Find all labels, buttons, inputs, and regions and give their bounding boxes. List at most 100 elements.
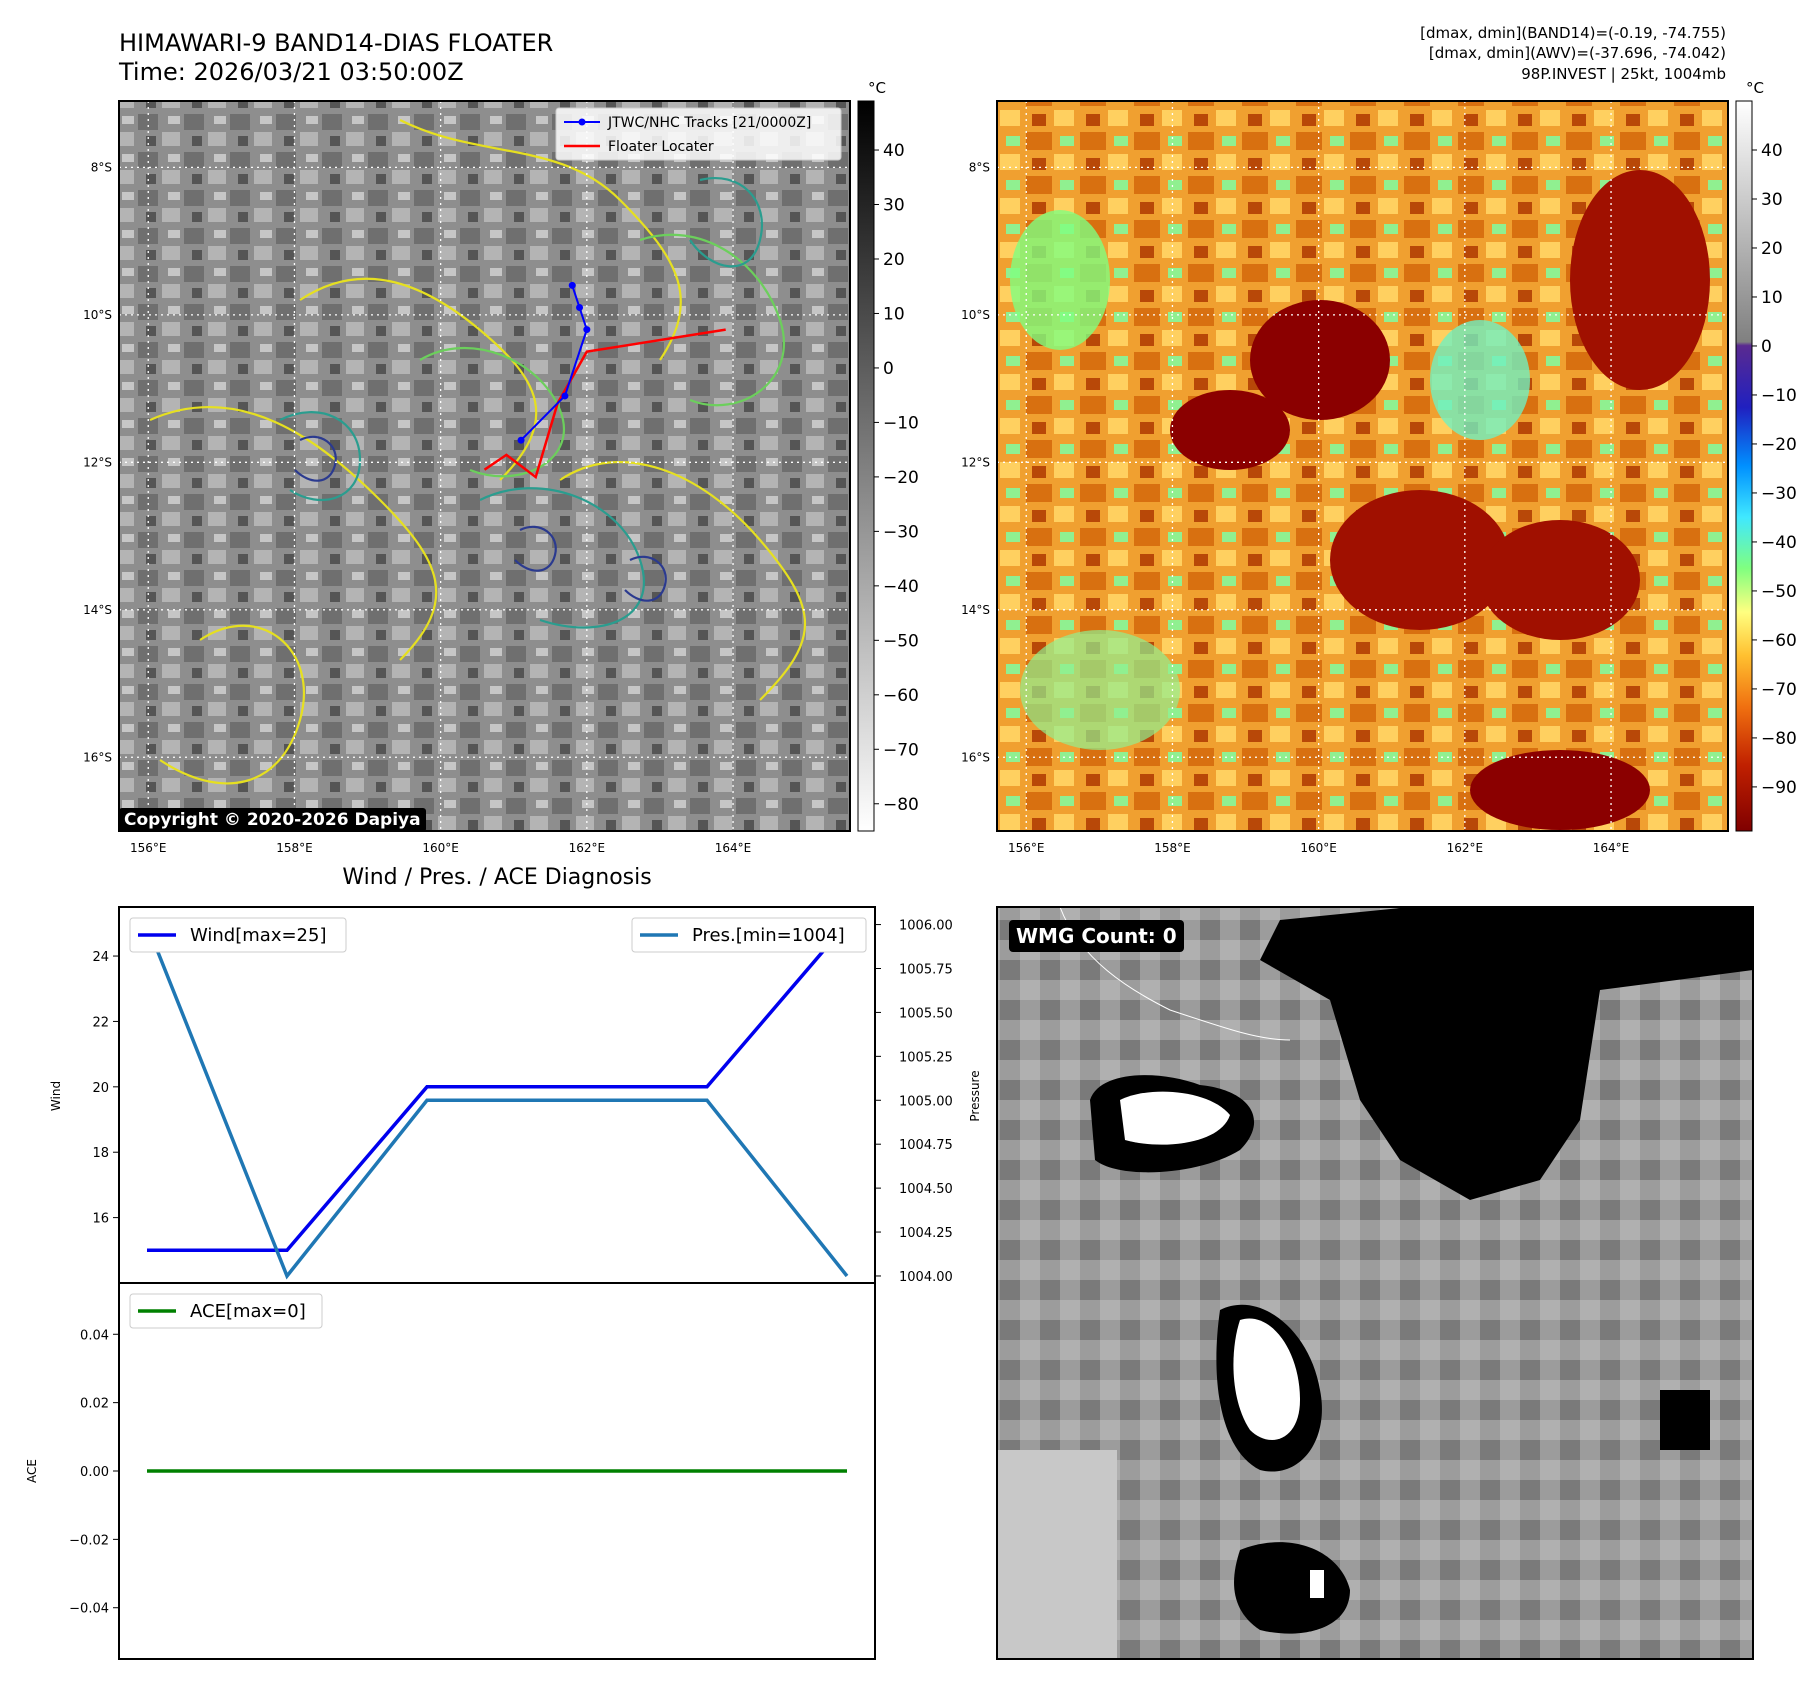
colorbar-tick-label: −10 <box>1761 386 1797 406</box>
lon-label: 156°E <box>1008 841 1045 855</box>
lon-label: 162°E <box>1447 841 1484 855</box>
colorbar-tick-label: 30 <box>1761 190 1783 210</box>
wind-axis-tick-label: 24 <box>92 950 109 965</box>
jtwc-track-point <box>583 326 591 334</box>
jtwc-track-points <box>517 281 591 444</box>
band14-legend: JTWC/NHC Tracks [21/0000Z] Floater Locat… <box>555 107 842 161</box>
colorbar-tick-label: 0 <box>883 359 894 379</box>
lat-label: 16°S <box>83 750 112 764</box>
lon-label: 164°E <box>1593 841 1630 855</box>
lat-label: 8°S <box>91 160 112 174</box>
wind-series-line <box>147 922 849 1253</box>
band14-frame <box>118 100 851 832</box>
wmg-dark-region <box>1260 907 1753 1200</box>
jtwc-track-point <box>561 392 569 400</box>
colorbar-tick-label: −70 <box>1761 680 1797 700</box>
lon-label: 164°E <box>715 841 752 855</box>
awv-lon-labels: 156°E 158°E 160°E 162°E 164°E <box>1008 841 1629 855</box>
colorbar-tick-label: −80 <box>883 795 919 815</box>
band14-colorbar: °C 40 30 20 10 0 −10 −20 −30 −40 −50 −60 −70 −80 <box>857 79 919 832</box>
wind-pres-panel: Wind Pressure 24 22 20 18 16 1006.00 1005.75 1… <box>49 906 982 1285</box>
colorbar-tick-label: 10 <box>1761 288 1783 308</box>
band14-lat-labels: 8°S 10°S 12°S 14°S 16°S <box>83 160 112 764</box>
awv-colorbar-unit: °C <box>1746 79 1764 97</box>
colorbar-tick-label: −40 <box>1761 533 1797 553</box>
pressure-axis-tick-label: 1004.00 <box>899 1270 953 1285</box>
colorbar-tick-label: −10 <box>883 413 919 433</box>
colorbar-tick-label: −50 <box>1761 582 1797 602</box>
wind-axis-tick-label: 22 <box>92 1015 109 1030</box>
ace-legend-label: ACE[max=0] <box>190 1301 306 1322</box>
pressure-axis-tick-label: 1005.50 <box>899 1006 953 1021</box>
ace-axis-tick-label: 0.02 <box>80 1397 109 1412</box>
ace-ylabel: ACE <box>25 1459 39 1483</box>
pressure-axis-tick-label: 1004.50 <box>899 1182 953 1197</box>
wind-legend-label: Wind[max=25] <box>190 925 327 946</box>
legend-floater-label: Floater Locater <box>608 139 714 155</box>
colorbar-tick-label: −70 <box>883 740 919 760</box>
wind-axis-tick-label: 16 <box>92 1212 109 1227</box>
colorbar-tick-label: −20 <box>1761 435 1797 455</box>
wind-axis-tick-label: 18 <box>92 1146 109 1161</box>
pressure-axis-tick-label: 1004.75 <box>899 1138 953 1153</box>
info-band14: [dmax, dmin](BAND14)=(-0.19, -74.755) <box>1420 24 1726 42</box>
pressure-ylabel: Pressure <box>968 1070 982 1121</box>
pressure-axis-tick-label: 1005.00 <box>899 1094 953 1109</box>
lon-label: 158°E <box>276 841 313 855</box>
colorbar-tick-label: −90 <box>1761 778 1797 798</box>
lon-label: 160°E <box>1300 841 1337 855</box>
lon-label: 156°E <box>130 841 167 855</box>
info-awv: [dmax, dmin](AWV)=(-37.696, -74.042) <box>1429 44 1726 62</box>
band14-colorbar-unit: °C <box>868 79 886 97</box>
colorbar-tick-label: −80 <box>1761 729 1797 749</box>
jtwc-track-point <box>568 281 576 289</box>
lat-label: 12°S <box>961 455 990 469</box>
legend-jtwc-label: JTWC/NHC Tracks [21/0000Z] <box>607 115 811 131</box>
info-storm: 98P.INVEST | 25kt, 1004mb <box>1521 65 1726 83</box>
lat-label: 16°S <box>961 750 990 764</box>
pressure-legend: Pres.[min=1004] <box>631 917 867 953</box>
lon-label: 158°E <box>1154 841 1191 855</box>
pressure-axis-tick-label: 1005.75 <box>899 962 953 977</box>
awv-map-panel: 8°S 10°S 12°S 14°S 16°S 156°E 158°E 160°… <box>961 100 1729 855</box>
colorbar-tick-label: −60 <box>1761 631 1797 651</box>
ace-axis-tick-label: −0.02 <box>69 1533 109 1548</box>
wind-ylabel: Wind <box>49 1081 63 1111</box>
lon-label: 162°E <box>569 841 606 855</box>
colorbar-tick-label: 0 <box>1761 337 1772 357</box>
pressure-axis-tick-label: 1005.25 <box>899 1050 953 1065</box>
wind-axis-tick-label: 20 <box>92 1081 109 1096</box>
copyright-badge: Copyright © 2020-2026 Dapiya <box>119 808 426 832</box>
pressure-axis-tick-label: 1006.00 <box>899 919 953 934</box>
colorbar-tick-label: 40 <box>883 141 905 161</box>
lat-label: 10°S <box>961 308 990 322</box>
colorbar-tick-label: −20 <box>883 468 919 488</box>
colorbar-tick-label: 10 <box>883 304 905 324</box>
colorbar-tick-label: 20 <box>883 250 905 270</box>
lat-label: 10°S <box>83 308 112 322</box>
colorbar-tick-label: −50 <box>883 631 919 651</box>
band14-imagery <box>119 101 850 831</box>
pressure-axis-tick-label: 1004.25 <box>899 1226 953 1241</box>
awv-colorbar: °C 40 30 20 10 0 −10 −20 −30 −40 −50 −60 −70 −80 −90 <box>1735 79 1797 832</box>
ace-axis-tick-label: −0.04 <box>69 1602 109 1617</box>
wmg-count-badge: WMG Count: 0 <box>1009 920 1184 952</box>
ace-panel: ACE 0.04 0.02 0.00 −0.02 −0.04 ACE[max=0] <box>25 1282 876 1660</box>
colorbar-tick-label: −60 <box>883 686 919 706</box>
band14-gridlines <box>119 101 850 831</box>
wind-legend: Wind[max=25] <box>129 917 347 953</box>
pressure-series-line <box>145 923 849 1280</box>
figure-title: HIMAWARI-9 BAND14-DIAS FLOATER <box>119 29 553 57</box>
jtwc-track-point <box>576 303 584 311</box>
colorbar-tick-label: 20 <box>1761 239 1783 259</box>
colorbar-tick-label: 30 <box>883 196 905 216</box>
band14-lon-labels: 156°E 158°E 160°E 162°E 164°E <box>130 841 751 855</box>
ace-legend: ACE[max=0] <box>129 1293 323 1329</box>
colorbar-tick-label: −30 <box>1761 484 1797 504</box>
colorbar-tick-label: −30 <box>883 522 919 542</box>
band14-map-panel: JTWC/NHC Tracks [21/0000Z] Floater Locat… <box>83 100 851 855</box>
colorbar-tick-label: 40 <box>1761 141 1783 161</box>
lon-label: 160°E <box>422 841 459 855</box>
jtwc-track-point <box>517 436 525 444</box>
